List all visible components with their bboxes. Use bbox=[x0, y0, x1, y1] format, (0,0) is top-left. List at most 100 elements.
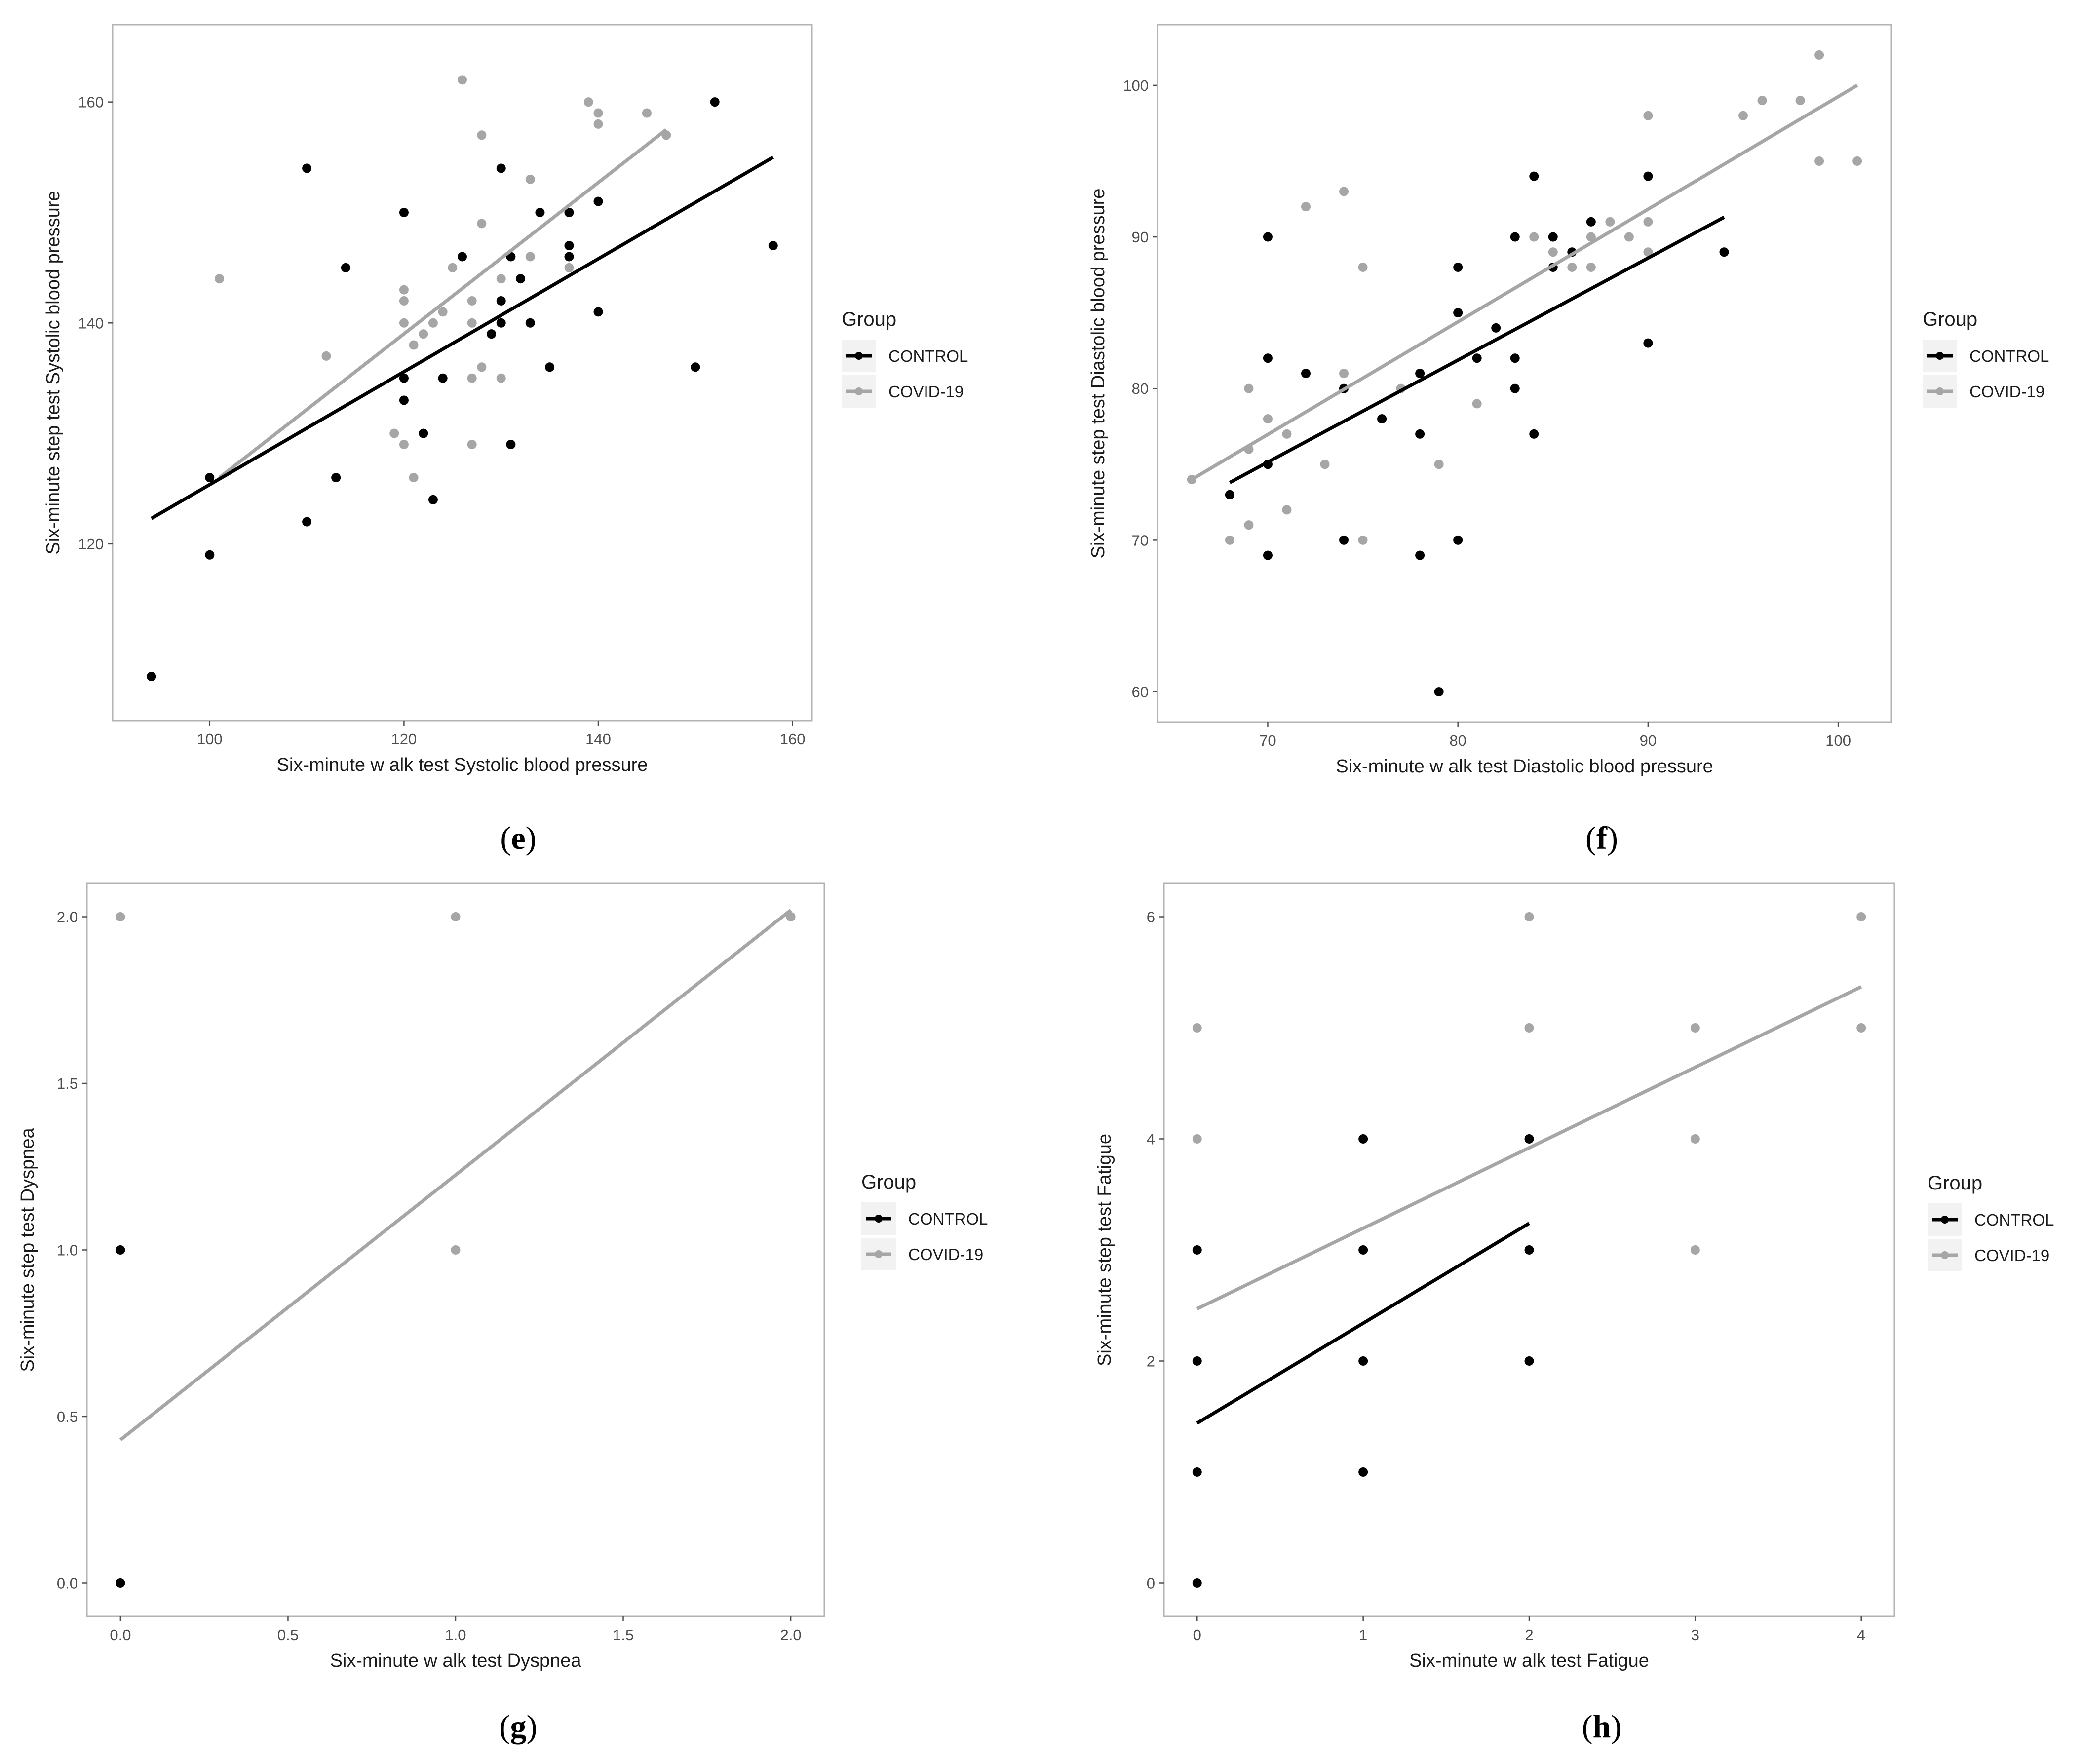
y-tick-label: 140 bbox=[78, 314, 104, 332]
legend-key-point bbox=[1941, 1216, 1949, 1224]
data-point-control bbox=[1358, 1134, 1368, 1144]
data-point-covid-19 bbox=[1434, 460, 1444, 469]
data-point-covid-19 bbox=[525, 252, 535, 262]
legend-label-covid-19: COVID-19 bbox=[1969, 383, 2044, 401]
data-point-covid-19 bbox=[1524, 912, 1534, 921]
data-point-control bbox=[1339, 535, 1349, 545]
legend-label-covid-19: COVID-19 bbox=[908, 1245, 983, 1264]
fit-line-covid-19 bbox=[119, 909, 792, 1441]
data-point-covid-19 bbox=[1472, 399, 1482, 409]
data-point-covid-19 bbox=[1795, 96, 1805, 106]
data-point-control bbox=[1192, 1578, 1202, 1588]
x-tick-label: 4 bbox=[1857, 1626, 1865, 1644]
data-point-covid-19 bbox=[477, 219, 487, 229]
x-tick-label: 140 bbox=[585, 730, 611, 748]
data-point-control bbox=[1192, 1245, 1202, 1255]
data-point-control bbox=[506, 439, 516, 449]
fit-line-covid-19 bbox=[1191, 83, 1858, 481]
data-point-covid-19 bbox=[593, 108, 603, 118]
x-tick-label: 100 bbox=[1825, 732, 1851, 749]
legend-key-point bbox=[1941, 1251, 1949, 1259]
data-point-control bbox=[147, 671, 156, 681]
legend-key-point bbox=[855, 352, 863, 360]
data-point-control bbox=[1524, 1245, 1534, 1255]
y-tick-label: 6 bbox=[1147, 909, 1155, 926]
data-point-covid-19 bbox=[419, 329, 428, 339]
data-point-control bbox=[1453, 535, 1463, 545]
y-tick-label: 0 bbox=[1147, 1575, 1155, 1592]
data-point-control bbox=[399, 207, 409, 217]
data-point-covid-19 bbox=[1282, 429, 1292, 439]
data-point-control bbox=[302, 163, 312, 173]
panel-caption: (h) bbox=[1582, 1709, 1622, 1745]
data-point-covid-19 bbox=[438, 307, 448, 317]
data-point-covid-19 bbox=[1339, 369, 1349, 378]
data-point-control bbox=[768, 241, 778, 251]
panel-caption: (e) bbox=[500, 820, 536, 856]
data-point-control bbox=[1453, 262, 1463, 272]
legend: Group CONTROL COVID-19 bbox=[1923, 308, 2049, 408]
data-point-control bbox=[1263, 550, 1273, 560]
data-point-covid-19 bbox=[583, 97, 593, 107]
data-point-covid-19 bbox=[1567, 262, 1577, 272]
legend: Group CONTROL COVID-19 bbox=[842, 308, 968, 408]
legend-title: Group bbox=[1923, 308, 1977, 330]
data-point-control bbox=[1192, 1356, 1202, 1366]
data-point-covid-19 bbox=[1320, 460, 1330, 469]
legend-title: Group bbox=[1928, 1172, 1982, 1194]
x-tick-label: 0 bbox=[1193, 1626, 1201, 1644]
data-point-control bbox=[116, 1245, 125, 1255]
x-tick-label: 0.0 bbox=[110, 1626, 131, 1644]
data-point-control bbox=[331, 473, 341, 483]
data-point-control bbox=[419, 428, 428, 438]
data-point-covid-19 bbox=[1529, 232, 1539, 242]
data-point-covid-19 bbox=[1244, 383, 1254, 393]
data-point-covid-19 bbox=[1690, 1023, 1700, 1033]
data-point-covid-19 bbox=[1624, 232, 1634, 242]
data-point-covid-19 bbox=[1339, 187, 1349, 196]
data-point-control bbox=[564, 241, 574, 251]
fit-line-control bbox=[1196, 1222, 1530, 1425]
data-point-covid-19 bbox=[1690, 1245, 1700, 1255]
data-point-covid-19 bbox=[1192, 1134, 1202, 1144]
data-point-covid-19 bbox=[1643, 247, 1653, 257]
data-point-covid-19 bbox=[593, 119, 603, 129]
data-point-control bbox=[1643, 338, 1653, 348]
data-point-control bbox=[1301, 369, 1311, 378]
data-point-covid-19 bbox=[467, 439, 477, 449]
data-point-covid-19 bbox=[458, 75, 467, 85]
data-point-control bbox=[1472, 353, 1482, 363]
data-point-covid-19 bbox=[1263, 414, 1273, 424]
data-point-control bbox=[564, 252, 574, 262]
y-tick-label: 120 bbox=[78, 536, 104, 553]
legend-label-covid-19: COVID-19 bbox=[888, 383, 964, 401]
data-point-covid-19 bbox=[409, 340, 419, 350]
data-point-covid-19 bbox=[451, 912, 461, 921]
y-tick-label: 4 bbox=[1147, 1131, 1155, 1148]
x-axis-title: Six-minute w alk test Dyspnea bbox=[330, 1650, 582, 1671]
legend-title: Group bbox=[842, 308, 896, 330]
data-point-control bbox=[1586, 217, 1596, 227]
data-point-control bbox=[302, 517, 312, 527]
data-point-control bbox=[116, 1578, 125, 1588]
data-point-covid-19 bbox=[451, 1245, 461, 1255]
x-tick-label: 100 bbox=[197, 730, 223, 748]
y-axis-title: Six-minute step test Fatigue bbox=[1094, 1134, 1115, 1366]
legend-key-point bbox=[855, 387, 863, 395]
data-point-covid-19 bbox=[1605, 217, 1615, 227]
data-point-covid-19 bbox=[1757, 96, 1767, 106]
x-tick-label: 2.0 bbox=[780, 1626, 802, 1644]
legend-label-control: CONTROL bbox=[908, 1210, 988, 1228]
data-point-control bbox=[1192, 1467, 1202, 1477]
fit-line-covid-19 bbox=[218, 128, 667, 479]
x-axis-title: Six-minute w alk test Diastolic blood pr… bbox=[1336, 756, 1713, 777]
legend-label-control: CONTROL bbox=[888, 347, 968, 365]
data-point-covid-19 bbox=[409, 473, 419, 483]
data-point-covid-19 bbox=[1852, 156, 1862, 166]
y-tick-label: 1.5 bbox=[57, 1075, 78, 1092]
data-point-control bbox=[1415, 429, 1425, 439]
y-axis-title: Six-minute step test Dyspnea bbox=[17, 1128, 38, 1372]
x-tick-label: 3 bbox=[1691, 1626, 1699, 1644]
x-tick-label: 2 bbox=[1525, 1626, 1533, 1644]
data-point-control bbox=[1524, 1356, 1534, 1366]
